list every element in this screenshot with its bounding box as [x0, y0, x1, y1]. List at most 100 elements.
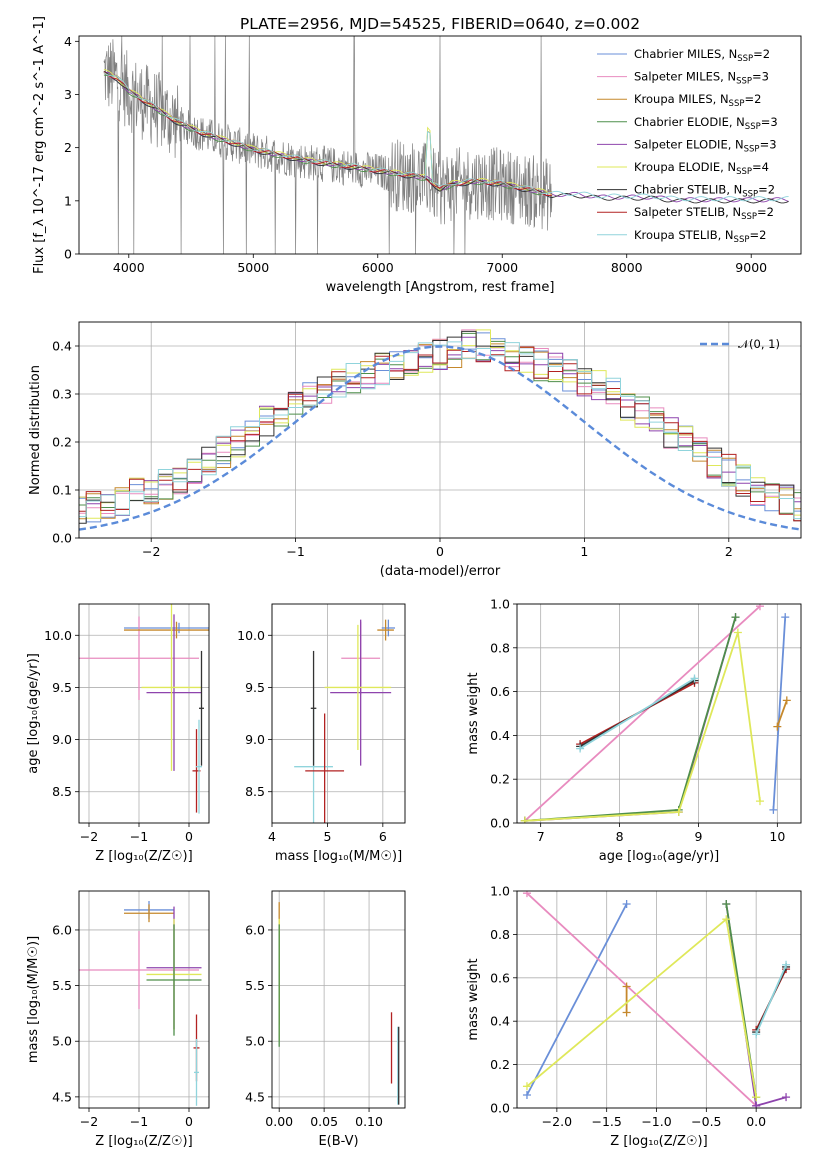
y-tick-label: 0.8 [490, 640, 510, 655]
axes-frame [516, 890, 802, 1109]
residual-histogram-step [79, 341, 801, 520]
axes-frame [271, 890, 406, 1109]
legend-label: Salpeter STELIB, NSSP=2 [634, 205, 774, 222]
model-spectrum-line [103, 72, 789, 202]
legend-label: Chabrier STELIB, NSSP=2 [634, 183, 775, 200]
observed-spectrum [103, 36, 553, 254]
mass-weight-marker [722, 900, 731, 909]
mass-weight-vs-metallicity-plot-area [522, 891, 791, 1108]
mass-weight-line [579, 677, 695, 750]
x-tick-label: 9 [694, 829, 702, 844]
legend-count: =3 [752, 70, 769, 84]
y-tick-label: 9.0 [245, 732, 265, 747]
x-tick-label: 0 [185, 829, 193, 844]
y-tick-label: 0.0 [52, 531, 72, 546]
x-tick-label: 9000 [735, 260, 767, 275]
mass-weight-marker [782, 696, 791, 705]
model-spectrum-line [103, 71, 789, 203]
axes-frame [271, 603, 406, 824]
residual-histogram-step [79, 329, 801, 514]
mass-weight-line [772, 617, 787, 810]
figure-title: PLATE=2956, MJD=54525, FIBERID=0640, z=0… [240, 15, 640, 33]
mass-weight-marker [752, 1101, 761, 1108]
spectrum-legend: Chabrier MILES, NSSP=2 Salpeter MILES, NS… [597, 47, 778, 245]
legend-subscript: SSP [745, 122, 761, 132]
x-tick-label: 0.00 [265, 1114, 293, 1129]
x-axis-label: E(B-V) [318, 1134, 358, 1149]
y-axis-label: Flux [f_λ 10^-17 erg cm^-2 s^-1 A^-1] [32, 16, 47, 274]
legend-subscript: SSP [737, 54, 753, 64]
age-vs-metallicity-plot-area [79, 604, 209, 814]
y-tick-label: 0.2 [490, 772, 510, 787]
y-tick-label: 0.1 [52, 483, 72, 498]
x-tick-label: −0.5 [691, 1114, 721, 1129]
axes-frame [78, 890, 210, 1109]
x-tick-label: −1 [286, 544, 304, 559]
x-tick-label: 10 [769, 829, 785, 844]
mass-weight-marker [522, 1090, 531, 1099]
mass-weight-marker [520, 816, 529, 823]
x-tick-label: −2 [80, 1114, 98, 1129]
normal-reference-curve [79, 345, 801, 531]
legend-count: =3 [760, 137, 777, 151]
mass-weight-marker [622, 900, 631, 909]
y-tick-label: 4.5 [52, 1089, 72, 1104]
age-vs-mass-plot-area [294, 619, 396, 823]
axes-frame [516, 603, 802, 824]
residual-histogram-step [79, 329, 801, 519]
y-axis-label: Normed distribution [28, 365, 43, 495]
y-tick-label: 6.0 [245, 922, 265, 937]
residual-histogram-step [79, 346, 801, 522]
y-tick-label: 0.0 [490, 1101, 510, 1116]
mass-weight-marker [733, 628, 742, 637]
y-tick-label: 9.0 [52, 732, 72, 747]
y-tick-label: 0.0 [490, 816, 510, 831]
x-tick-label: 8000 [611, 260, 643, 275]
mass-weight-marker [773, 722, 782, 731]
x-tick-label: 4000 [113, 260, 145, 275]
residual-histogram-panel: −2 −1 0 1 2 0.0 0.1 0.2 0.3 0.4 (data-model)/error… [28, 321, 802, 579]
model-spectrum-line [103, 71, 553, 197]
mass-weight-line [526, 892, 757, 1107]
y-axis-label: mass weight [466, 958, 481, 1040]
y-axis-label: mass [log₁₀(M/M☉)] [26, 936, 41, 1063]
mass-weight-marker [622, 1008, 631, 1017]
x-tick-label: 1 [580, 544, 588, 559]
residual-histogram-step [79, 339, 801, 520]
x-tick-label: 5000 [237, 260, 269, 275]
legend-subscript: SSP [741, 212, 757, 222]
mass-weight-marker [722, 915, 731, 924]
y-tick-label: 0.4 [490, 728, 510, 743]
x-tick-label: 0 [185, 1114, 193, 1129]
y-tick-label: 4 [64, 34, 72, 49]
mass-weight-vs-age-panel: 7 8 9 10 0.0 0.2 0.4 0.6 0.8 1.0 age [log₁₀(age/yr… [466, 597, 802, 864]
residual-histogram-step [79, 332, 801, 523]
legend-subscript: SSP [742, 190, 758, 200]
mass-weight-line [526, 917, 758, 1098]
x-axis-label: age [log₁₀(age/yr)] [599, 849, 720, 864]
legend-label: Kroupa ELODIE, NSSP=4 [634, 160, 769, 177]
legend-label: Salpeter MILES, NSSP=3 [634, 70, 769, 87]
x-axis-label: wavelength [Angstrom, rest frame] [326, 280, 555, 295]
legend-count: =4 [752, 160, 769, 174]
x-tick-label: 6 [379, 829, 387, 844]
y-tick-label: 3 [64, 87, 72, 102]
legend-subscript: SSP [736, 77, 752, 87]
mass-weight-line [776, 700, 788, 727]
y-tick-label: 6.0 [52, 922, 72, 937]
mass-weight-line [526, 903, 628, 1096]
legend-label: Kroupa STELIB, NSSP=2 [634, 228, 766, 245]
mass-vs-metallicity-panel: −2 −1 0 4.5 5.0 5.5 6.0 Z [log₁₀(Z/Z☉)] mass [lo… [26, 890, 210, 1149]
mass-weight-marker [674, 808, 683, 817]
mass-weight-marker [622, 982, 631, 991]
x-tick-label: 0.0 [746, 1114, 766, 1129]
x-tick-label: −1.0 [641, 1114, 671, 1129]
y-tick-label: 0.4 [490, 1014, 510, 1029]
y-tick-label: 8.5 [245, 784, 265, 799]
x-tick-label: 2 [725, 544, 733, 559]
legend-subscript: SSP [744, 144, 760, 154]
legend-subscript: SSP [736, 167, 752, 177]
mass-weight-marker [752, 1093, 761, 1102]
x-axis-label: (data-model)/error [380, 564, 501, 579]
